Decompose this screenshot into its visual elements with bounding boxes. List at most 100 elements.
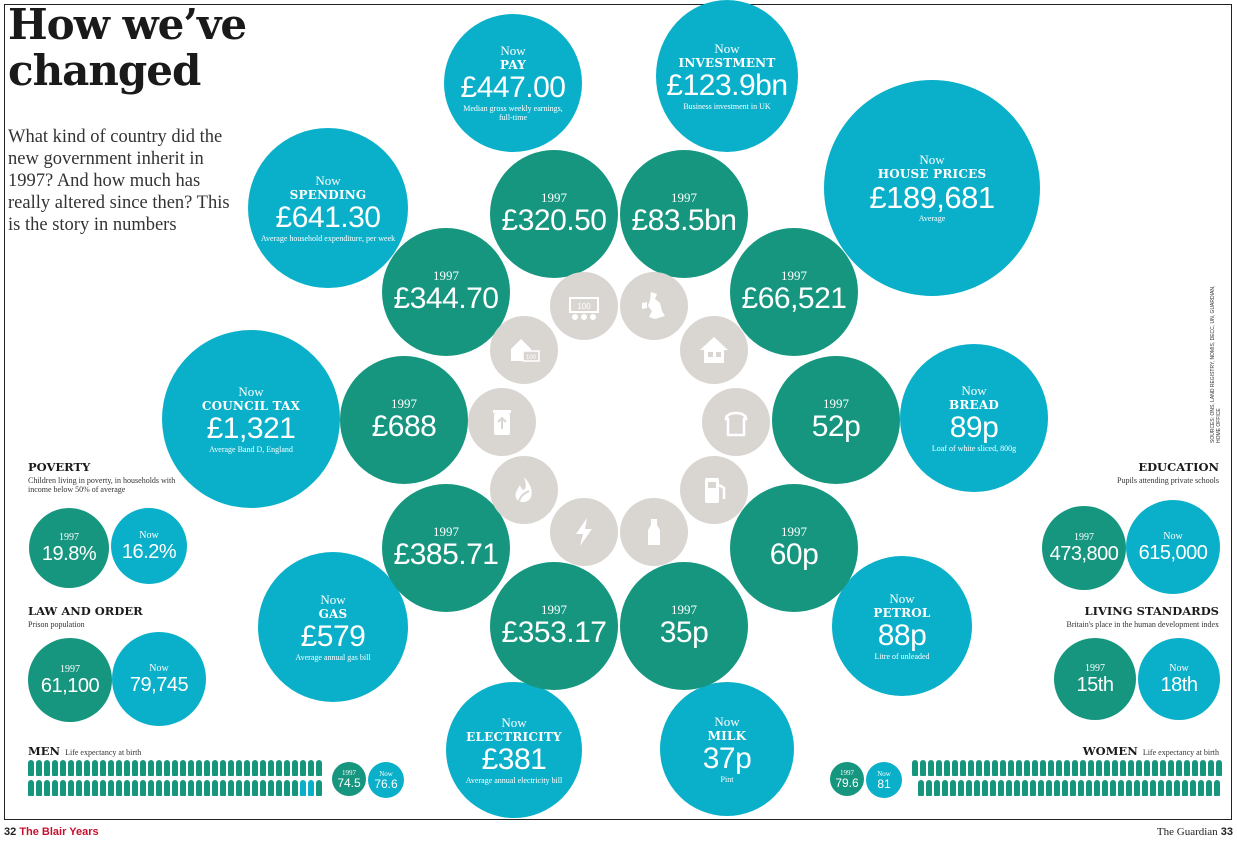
- person-figure: [1032, 760, 1038, 776]
- person-figure: [148, 760, 154, 776]
- now-label: Now: [315, 172, 341, 188]
- now-label: Now: [1163, 530, 1183, 542]
- now-label: Now: [149, 662, 169, 674]
- investment-1997-circle: 1997 £83.5bn: [620, 150, 748, 278]
- bread-1997-value: 52p: [811, 410, 861, 443]
- men-now-circle: Now 76.6: [368, 762, 404, 798]
- bread-now-value: 89p: [949, 410, 999, 444]
- person-figure: [1038, 780, 1044, 796]
- page-number-left: 32: [4, 826, 17, 838]
- person-figure: [68, 780, 74, 796]
- uk-map-icon: [620, 272, 688, 340]
- person-figure: [992, 760, 998, 776]
- person-figure: [164, 780, 170, 796]
- page-frame: [4, 4, 1232, 820]
- person-figure: [1040, 760, 1046, 776]
- person-figure: [1150, 780, 1156, 796]
- education-sub: Pupils attending private schools: [1117, 476, 1219, 485]
- person-figure: [1048, 760, 1054, 776]
- women-pictogram-row-2: [918, 780, 1220, 796]
- women-title: WOMEN: [1082, 744, 1138, 758]
- person-figure: [60, 760, 66, 776]
- person-figure: [1064, 760, 1070, 776]
- milk-category: MILK: [707, 728, 747, 743]
- year-label: 1997: [541, 602, 567, 617]
- house-icon: [680, 316, 748, 384]
- person-figure: [1022, 780, 1028, 796]
- person-figure: [52, 760, 58, 776]
- person-figure: [1008, 760, 1014, 776]
- electricity-category: ELECTRICITY: [466, 729, 562, 744]
- year-label: 1997: [59, 531, 79, 543]
- year-label: 1997: [781, 524, 807, 539]
- investment-now-value: £123.9bn: [666, 68, 788, 102]
- fuel-pump-icon: [680, 456, 748, 524]
- men-title: MEN: [28, 744, 61, 758]
- banknote-icon: 100: [550, 272, 618, 340]
- person-figure: [252, 760, 258, 776]
- electricity-now-circle: Now ELECTRICITY £381 Average annual elec…: [446, 682, 582, 818]
- person-figure: [268, 760, 274, 776]
- pay-now-circle: Now PAY £447.00 Median gross weekly earn…: [444, 14, 582, 152]
- title-line-1: How we’ve: [8, 0, 247, 49]
- person-figure: [1016, 760, 1022, 776]
- person-figure: [1216, 760, 1222, 776]
- house-prices-desc: Average: [918, 214, 946, 223]
- women-now-value: 81: [877, 776, 891, 791]
- person-figure: [156, 780, 162, 796]
- page-number-right: 33: [1220, 826, 1233, 838]
- person-figure: [1198, 780, 1204, 796]
- year-label: 1997: [391, 396, 417, 411]
- intro-text: What kind of country did the new governm…: [8, 127, 230, 235]
- milk-bottle-icon: [620, 498, 688, 566]
- person-figure: [156, 760, 162, 776]
- milk-1997-circle: 1997 35p: [620, 562, 748, 690]
- law-now-value: 79,745: [129, 673, 189, 696]
- men-1997-circle: 1997 74.5: [332, 762, 366, 796]
- person-figure: [1104, 760, 1110, 776]
- petrol-category: PETROL: [873, 605, 931, 620]
- person-figure: [1118, 780, 1124, 796]
- person-figure: [308, 780, 314, 796]
- person-figure: [284, 780, 290, 796]
- person-figure: [244, 780, 250, 796]
- petrol-now-circle: Now PETROL 88p Litre of unleaded: [832, 556, 972, 696]
- person-figure: [936, 760, 942, 776]
- living-sub: Britain's place in the human development…: [1066, 620, 1219, 629]
- petrol-1997-circle: 1997 60p: [730, 484, 858, 612]
- poverty-title: POVERTY: [28, 460, 91, 474]
- person-figure: [960, 760, 966, 776]
- council-tax-1997-circle: 1997 £688: [340, 356, 468, 484]
- title-line-2: changed: [8, 46, 201, 95]
- bread-desc: Loaf of white sliced, 800g: [931, 443, 1017, 453]
- person-figure: [100, 780, 106, 796]
- education-now-circle: Now 615,000: [1126, 500, 1220, 594]
- house-prices-category: HOUSE PRICES: [877, 167, 987, 181]
- now-label: Now: [889, 590, 915, 606]
- person-figure: [1000, 760, 1006, 776]
- person-figure: [228, 760, 234, 776]
- women-sub: Life expectancy at birth: [1142, 748, 1219, 757]
- person-figure: [44, 760, 50, 776]
- milk-1997-value: 35p: [659, 616, 709, 649]
- person-figure: [116, 780, 122, 796]
- person-figure: [172, 760, 178, 776]
- petrol-1997-value: 60p: [769, 538, 819, 571]
- person-figure: [1088, 760, 1094, 776]
- person-figure: [84, 780, 90, 796]
- person-figure: [1174, 780, 1180, 796]
- person-figure: [1134, 780, 1140, 796]
- milk-now-circle: Now MILK 37p Pint: [660, 682, 794, 816]
- spending-now-circle: Now SPENDING £641.30 Average household e…: [248, 128, 408, 288]
- person-figure: [958, 780, 964, 796]
- person-figure: [1056, 760, 1062, 776]
- now-label: Now: [961, 382, 987, 398]
- person-figure: [1160, 760, 1166, 776]
- gas-1997-circle: 1997 £385.71: [382, 484, 510, 612]
- person-figure: [188, 780, 194, 796]
- education-1997-circle: 1997 473,800: [1042, 506, 1126, 590]
- person-figure: [1144, 760, 1150, 776]
- year-label: 1997: [1085, 662, 1105, 674]
- year-label: 1997: [781, 268, 807, 283]
- person-figure: [140, 760, 146, 776]
